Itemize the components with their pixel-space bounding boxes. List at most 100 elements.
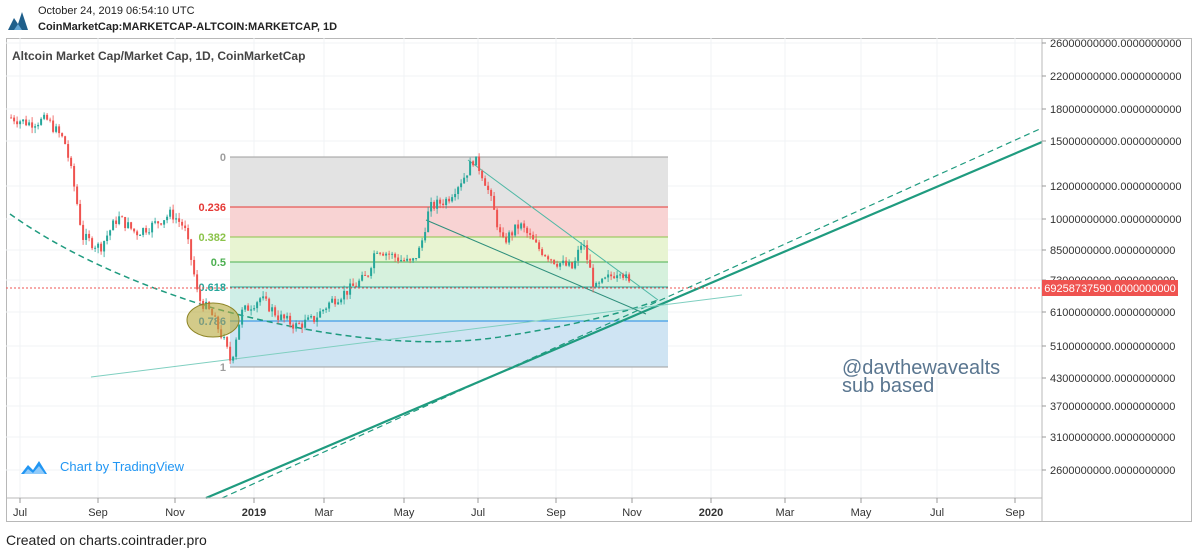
tradingview-icon — [21, 461, 47, 474]
candle-body — [340, 299, 343, 303]
candle-body — [283, 314, 286, 319]
candle-body — [142, 228, 145, 235]
candle-body — [427, 211, 430, 233]
candle-body — [250, 309, 253, 311]
x-tick-label: Mar — [315, 507, 334, 519]
candle-body — [169, 209, 172, 217]
candle-body — [337, 302, 340, 305]
candle-body — [346, 290, 349, 295]
candle-body — [439, 199, 442, 204]
footer-credit: Created on charts.cointrader.pro — [6, 532, 207, 548]
x-tick-label: May — [394, 507, 415, 519]
candle-body — [262, 296, 265, 299]
candle-body — [19, 121, 22, 125]
candle-body — [463, 177, 466, 184]
price-axis[interactable]: 26000000000.0000000000 22000000000.000000… — [1042, 38, 1182, 477]
fib-zone — [230, 207, 668, 237]
candle-body — [619, 274, 622, 276]
candle-body — [328, 302, 331, 309]
candle-body — [226, 337, 229, 347]
candle-body — [460, 183, 463, 188]
tradingview-badge[interactable]: Chart by TradingView — [21, 459, 185, 474]
candle-body — [85, 233, 88, 240]
candle-body — [532, 234, 535, 240]
y-tick-label: 3700000000.0000000000 — [1050, 401, 1175, 413]
candle-body — [406, 258, 409, 261]
candle-body — [253, 308, 256, 310]
candle-body — [160, 223, 163, 225]
candle-body — [493, 195, 496, 210]
dashed-curve — [9, 213, 659, 343]
x-tick-label: Jul — [13, 507, 27, 519]
candle-body — [454, 194, 457, 198]
candle-body — [445, 198, 448, 206]
candle-body — [574, 260, 577, 269]
candle-body — [613, 276, 616, 279]
candle-body — [145, 228, 148, 233]
candle-body — [58, 126, 61, 134]
candle-body — [22, 119, 25, 122]
candle-body — [295, 323, 298, 329]
candle-body — [382, 253, 385, 256]
last-price-box — [1042, 280, 1178, 296]
candle-body — [418, 247, 421, 259]
x-tick-label: Sep — [88, 507, 108, 519]
candle-body — [571, 262, 574, 269]
candle-body — [394, 253, 397, 258]
candle-body — [151, 222, 154, 233]
candle-body — [379, 252, 382, 254]
candle-body — [625, 274, 628, 278]
candle-body — [91, 238, 94, 249]
candle-body — [109, 230, 112, 236]
candle-body — [10, 117, 13, 119]
y-tick-label: 18000000000.0000000000 — [1050, 104, 1182, 116]
candle-body — [100, 243, 103, 252]
time-axis[interactable]: Jul Sep Nov 2019 Mar May Jul Sep Nov 2020 Mar May Ju… — [13, 498, 1025, 519]
candle-body — [481, 170, 484, 179]
candle-body — [28, 122, 31, 126]
candle-body — [517, 224, 520, 229]
candle-body — [232, 356, 235, 361]
candle-body — [244, 305, 247, 310]
candle-body — [304, 319, 307, 328]
candle-body — [475, 156, 478, 166]
candle-body — [412, 258, 415, 261]
y-tick-label: 5100000000.0000000000 — [1050, 341, 1175, 353]
candle-body — [535, 239, 538, 243]
candle-body — [502, 232, 505, 237]
candle-body — [88, 233, 91, 239]
candle-body — [307, 317, 310, 320]
y-tick-label: 12000000000.0000000000 — [1050, 181, 1182, 193]
candle-body — [175, 218, 178, 220]
candle-body — [25, 119, 28, 126]
candle-body — [466, 175, 469, 178]
fib-zone — [230, 287, 668, 321]
candle-body — [289, 315, 292, 325]
candle-body — [610, 274, 613, 277]
annotation-handle: @davthewavealts — [842, 357, 1000, 379]
candle-body — [583, 245, 586, 247]
candle-body — [259, 298, 262, 303]
candle-body — [565, 260, 568, 266]
candle-body — [421, 240, 424, 248]
candle-body — [139, 234, 142, 236]
candle-body — [268, 298, 271, 312]
descending-support — [425, 219, 647, 315]
cointrader-logo-icon — [8, 12, 28, 30]
candle-body — [310, 316, 313, 318]
candle-body — [112, 220, 115, 231]
candle-body — [73, 166, 76, 187]
candle-body — [457, 187, 460, 195]
candle-body — [223, 337, 226, 339]
candle-body — [355, 285, 358, 287]
candle-body — [325, 308, 328, 310]
candle-body — [154, 221, 157, 223]
candle-body — [367, 275, 370, 277]
candle-body — [67, 144, 70, 158]
support-trendline — [205, 140, 1043, 500]
candle-body — [403, 259, 406, 261]
candle-body — [568, 262, 571, 266]
candle-body — [316, 317, 319, 322]
